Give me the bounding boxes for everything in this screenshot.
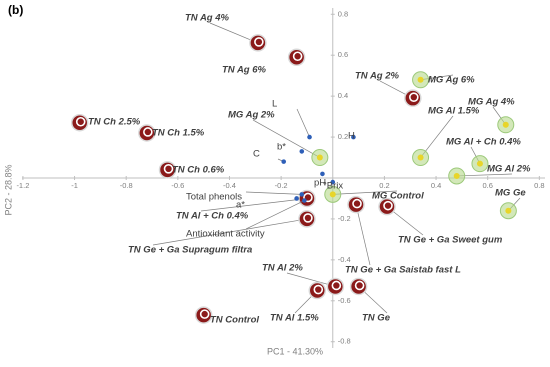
x-tick-label: -0.6	[171, 181, 184, 190]
sample-point-core	[330, 191, 336, 197]
variable-label: Total phenols	[186, 192, 242, 203]
sample-label: TN Ge + Ga Sweet gum	[398, 235, 503, 246]
variable-label: C	[253, 149, 260, 160]
variable-label: b*	[277, 142, 286, 153]
sample-point-core	[418, 77, 424, 83]
sample-point-core	[454, 173, 460, 179]
variable-label: L	[272, 99, 277, 110]
variable-point	[320, 172, 325, 177]
sample-label: TN Ge + Ga Supragum filtra	[128, 245, 252, 256]
sample-point-core	[317, 155, 323, 161]
sample-point-core	[505, 208, 511, 214]
x-tick-label: 0.6	[482, 181, 492, 190]
sample-label: MG Al + Ch 0.4%	[446, 137, 521, 148]
sample-label: TN Ge	[362, 313, 391, 324]
y-tick-label: 0.4	[338, 91, 348, 100]
chart-title: (b)	[8, 3, 23, 17]
sample-label: TN Ag 6%	[222, 65, 267, 76]
y-tick-label: -0.8	[338, 337, 351, 346]
x-tick-label: -0.2	[275, 181, 288, 190]
sample-label: TN Al 2%	[262, 263, 303, 274]
x-tick-label: 0.2	[379, 181, 389, 190]
x-tick-label: 0.4	[431, 181, 441, 190]
variable-label: a*	[236, 200, 245, 211]
variable-point	[294, 196, 299, 201]
variable-point	[299, 149, 304, 154]
y-axis-title: PC2 - 28.8%	[3, 164, 13, 215]
x-tick-label: -0.8	[120, 181, 133, 190]
x-tick-label: -1	[71, 181, 78, 190]
x-tick-label: 0.8	[534, 181, 544, 190]
sample-point-core	[503, 122, 509, 128]
sample-label: MG Ag 6%	[428, 75, 475, 86]
sample-label: TN Ch 2.5%	[88, 117, 141, 128]
sample-label: MG Ag 4%	[468, 97, 515, 108]
variable-point	[302, 198, 307, 203]
y-tick-label: -0.2	[338, 214, 351, 223]
leader-line	[246, 192, 302, 194]
variable-point	[299, 192, 304, 197]
variable-label: °Brix	[323, 181, 343, 192]
sample-label: TN Ag 2%	[355, 71, 400, 82]
sample-label: TN Al 1.5%	[270, 313, 319, 324]
sample-label: TN Control	[210, 315, 259, 326]
sample-label: TN Ch 0.6%	[172, 165, 225, 176]
y-tick-label: -0.6	[338, 296, 351, 305]
sample-label: TN Ag 4%	[185, 13, 230, 24]
y-tick-label: 0.2	[338, 132, 348, 141]
sample-label: TN Ge + Ga Saistab fast L	[345, 265, 461, 276]
sample-label: TN Al + Ch 0.4%	[176, 211, 249, 222]
variable-point	[281, 159, 286, 164]
x-tick-label: -1.2	[16, 181, 29, 190]
variable-label: H	[348, 131, 355, 142]
y-tick-label: 0.8	[338, 9, 348, 18]
sample-label: MG Ag 2%	[228, 110, 275, 121]
y-tick-label: 0.6	[338, 50, 348, 59]
x-axis-title: PC1 - 41.30%	[267, 346, 323, 356]
sample-label: MG Ge	[495, 188, 526, 199]
leader-line	[297, 109, 310, 137]
variable-point	[307, 135, 312, 140]
leader-line	[356, 205, 370, 265]
sample-label: TN Ch 1.5%	[152, 128, 205, 139]
y-tick-label: -0.4	[338, 255, 351, 264]
sample-point-core	[477, 161, 483, 167]
x-tick-label: -0.4	[223, 181, 236, 190]
sample-label: MG Control	[372, 191, 424, 202]
variable-label: Antioxidant activity	[186, 229, 265, 240]
sample-label: MG Al 2%	[487, 164, 531, 175]
sample-point-core	[418, 155, 424, 161]
